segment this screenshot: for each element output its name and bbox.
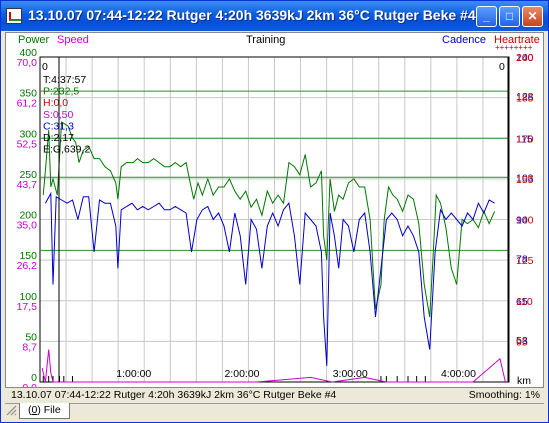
power-tick-label: 400 bbox=[19, 47, 37, 59]
heartrate-tick-label: 125 bbox=[516, 255, 534, 267]
power-legend: Power bbox=[18, 34, 50, 46]
heartrate-tick-label: 140 bbox=[516, 215, 534, 227]
cursor-info-line: H:0,0 bbox=[43, 97, 68, 109]
series-line-speed bbox=[41, 349, 506, 383]
heartrate-tick-label: 155 bbox=[516, 174, 534, 186]
speed-tick-label: 17,5 bbox=[17, 301, 38, 313]
power-tick-label: 150 bbox=[19, 250, 37, 262]
speed-tick-label: 52,5 bbox=[17, 138, 38, 150]
power-tick-label: 50 bbox=[25, 331, 37, 343]
cursor-info-line: E:G,639,2 bbox=[43, 144, 90, 156]
cadence-tick-label: 78 bbox=[516, 254, 528, 266]
power-tick-label: 300 bbox=[19, 128, 37, 140]
cursor-info-line: D:2,17 bbox=[43, 132, 74, 144]
plot-frame bbox=[39, 56, 510, 383]
cadence-tick-label: 65 bbox=[516, 296, 528, 308]
power-tick-label: 350 bbox=[19, 88, 37, 100]
title-bar[interactable]: 13.10.07 07:44-12:22 Rutger 4:20h 3639kJ… bbox=[1, 1, 548, 31]
tab-file[interactable]: (0) File bbox=[19, 403, 70, 419]
heartrate-tick-label: 170 bbox=[516, 133, 534, 145]
cadence-legend: Cadence bbox=[442, 34, 486, 46]
cadence-tick-label: 103 bbox=[516, 172, 534, 184]
speed-tick-label: 70,0 bbox=[17, 57, 38, 69]
x-unit-label: km bbox=[517, 375, 531, 387]
chart-title: Training bbox=[246, 34, 285, 46]
heartrate-tick-label: 95 bbox=[516, 336, 528, 348]
cadence-tick-label: 140 bbox=[516, 52, 534, 64]
speed-tick-label: 8,7 bbox=[22, 341, 37, 353]
smoothing-status: Smoothing: 1% bbox=[468, 389, 540, 401]
power-tick-label: 0 bbox=[31, 372, 37, 384]
series-line-power bbox=[42, 121, 496, 318]
series-line-cadence bbox=[44, 191, 495, 366]
minimize-icon: _ bbox=[483, 9, 490, 23]
cadence-tick-label: 115 bbox=[516, 133, 533, 145]
time-tick-label: 3:00:00 bbox=[333, 368, 368, 380]
time-tick-label: 4:00:00 bbox=[441, 368, 476, 380]
window-title: 13.10.07 07:44-12:22 Rutger 4:20h 3639kJ… bbox=[28, 7, 476, 23]
time-tick-label: 2:00:00 bbox=[224, 368, 259, 380]
tab-file-key: 0 bbox=[31, 404, 38, 416]
maximize-button[interactable]: □ bbox=[499, 6, 520, 27]
heartrate-marker: ++++++++ bbox=[495, 43, 533, 52]
power-tick-label: 200 bbox=[19, 210, 37, 222]
speed-tick-label: 61,2 bbox=[17, 98, 38, 110]
cursor-x-right: 0 bbox=[499, 61, 505, 73]
speed-tick-label: 43,7 bbox=[17, 179, 38, 191]
heartrate-tick-label: 185 bbox=[516, 93, 534, 105]
heartrate-tick-label: 200 bbox=[516, 52, 534, 64]
speed-tick-label: 0,0 bbox=[22, 382, 37, 387]
cursor-info-line: P:232,5 bbox=[43, 86, 79, 98]
close-button[interactable]: ✕ bbox=[522, 6, 543, 27]
speed-tick-label: 26,2 bbox=[17, 260, 38, 272]
chart-canvas[interactable]: Power Speed Training Cadence Heartrate++++++… bbox=[6, 33, 543, 387]
power-tick-label: 250 bbox=[19, 169, 37, 181]
cadence-tick-label: 53 bbox=[516, 335, 528, 347]
resize-grip-icon[interactable] bbox=[5, 404, 17, 416]
close-icon: ✕ bbox=[527, 9, 538, 23]
tab-bar: (0) File bbox=[5, 403, 544, 421]
power-tick-label: 100 bbox=[19, 291, 37, 303]
minimize-button[interactable]: _ bbox=[476, 6, 497, 27]
cadence-tick-label: 90 bbox=[516, 215, 528, 227]
app-icon[interactable] bbox=[6, 8, 22, 24]
training-chart[interactable]: Power Speed Training Cadence Heartrate ++++++… bbox=[5, 32, 544, 388]
status-summary: 13.10.07 07:44-12:22 Rutger 4:20h 3639kJ… bbox=[11, 389, 337, 401]
cursor-x-left: 0 bbox=[42, 61, 48, 73]
heartrate-legend: Heartrate bbox=[494, 34, 540, 46]
maximize-icon: □ bbox=[505, 9, 514, 23]
heartrate-tick-label: 110 bbox=[516, 296, 533, 308]
time-tick-label: 1:00:00 bbox=[116, 368, 151, 380]
cursor-info-line: C:31,3 bbox=[43, 120, 74, 132]
speed-legend: Speed bbox=[57, 34, 89, 46]
status-bar: 13.10.07 07:44-12:22 Rutger 4:20h 3639kJ… bbox=[5, 389, 544, 403]
cadence-tick-label: 128 bbox=[516, 91, 534, 103]
tab-file-label: File bbox=[43, 404, 61, 416]
cursor-info-line: S:0,50 bbox=[43, 109, 74, 121]
cursor-info-line: T:4:37:57 bbox=[43, 74, 86, 86]
speed-tick-label: 35,0 bbox=[17, 220, 38, 232]
